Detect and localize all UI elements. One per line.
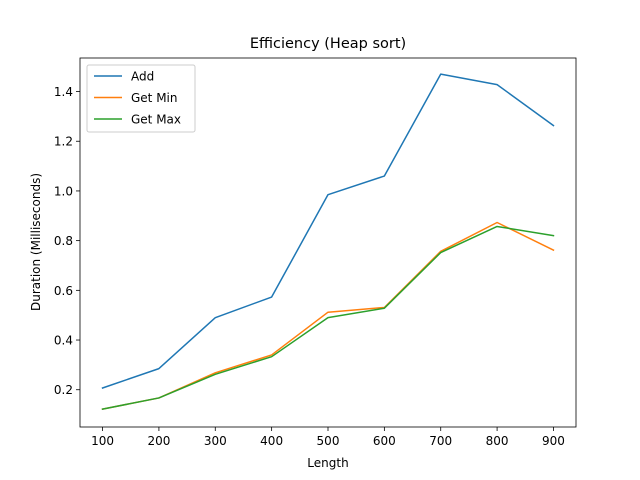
y-tick-label: 1.0 <box>54 184 73 198</box>
x-tick-label: 500 <box>317 434 340 448</box>
x-tick-label: 400 <box>260 434 283 448</box>
y-axis: 0.2 0.4 0.6 0.8 1.0 1.2 1.4 <box>54 85 80 397</box>
legend: Add Get Min Get Max <box>86 64 196 133</box>
y-tick-label: 0.2 <box>54 383 73 397</box>
x-axis-label: Length <box>307 456 348 470</box>
x-tick-label: 100 <box>91 434 114 448</box>
legend-label: Get Min <box>131 91 178 105</box>
y-tick-label: 0.6 <box>54 284 73 298</box>
series-line-get-max <box>101 225 555 410</box>
x-tick-label: 300 <box>204 434 227 448</box>
y-tick-label: 0.8 <box>54 234 73 248</box>
x-tick-label: 900 <box>542 434 565 448</box>
y-tick-label: 1.4 <box>54 85 73 99</box>
y-tick-label: 0.4 <box>54 334 73 348</box>
series-layer <box>101 73 555 410</box>
chart-title: Efficiency (Heap sort) <box>250 36 406 52</box>
x-tick-label: 800 <box>486 434 509 448</box>
legend-box <box>86 64 196 133</box>
y-axis-label: Duration (Milliseconds) <box>29 173 43 311</box>
x-tick-label: 700 <box>429 434 452 448</box>
legend-label: Add <box>131 69 154 83</box>
x-axis: 100 200 300 400 500 600 700 800 900 <box>91 427 565 448</box>
y-tick-label: 1.2 <box>54 135 73 149</box>
series-line-add <box>101 73 555 389</box>
x-tick-label: 600 <box>373 434 396 448</box>
legend-label: Get Max <box>131 112 181 126</box>
x-tick-label: 200 <box>147 434 170 448</box>
